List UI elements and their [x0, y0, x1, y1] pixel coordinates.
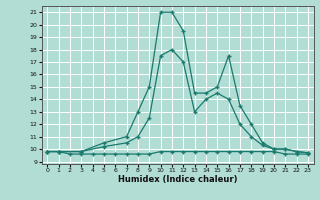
- X-axis label: Humidex (Indice chaleur): Humidex (Indice chaleur): [118, 175, 237, 184]
